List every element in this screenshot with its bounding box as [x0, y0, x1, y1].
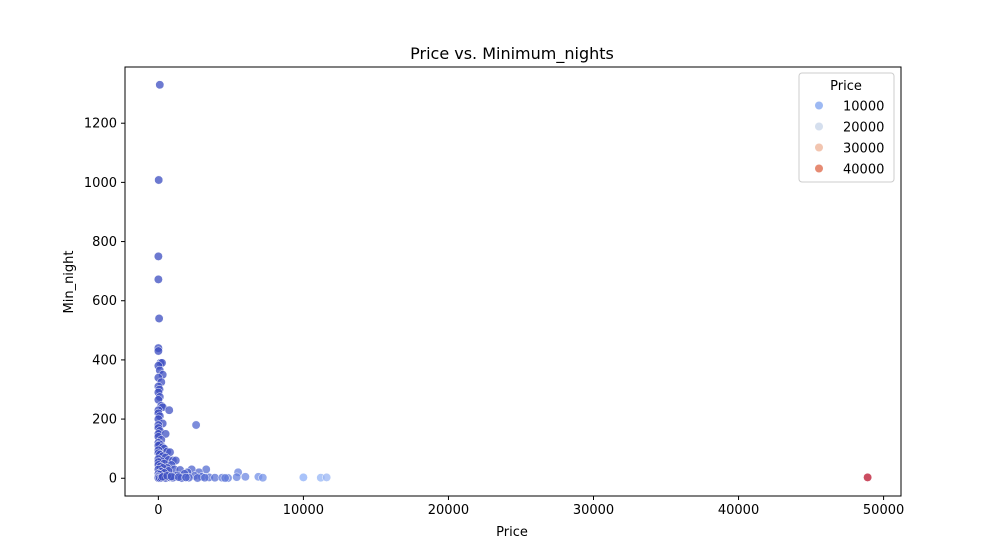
x-tick-label: 40000: [718, 503, 759, 518]
data-point: [863, 472, 873, 482]
data-point: [258, 473, 268, 483]
data-point: [154, 175, 164, 185]
y-tick-label: 0: [109, 472, 117, 487]
legend-marker: [815, 143, 823, 152]
y-tick-label: 1000: [84, 176, 117, 191]
data-point: [220, 473, 230, 483]
y-axis: 0 200 400 600 800 1000 1200: [84, 117, 125, 487]
data-points: [153, 80, 873, 483]
y-tick-label: 600: [92, 294, 117, 309]
data-point: [232, 472, 242, 482]
legend-box: [798, 72, 895, 183]
data-point: [322, 472, 332, 482]
legend-label: 10000: [843, 100, 884, 115]
x-tick-label: 20000: [428, 503, 469, 518]
data-point: [240, 472, 250, 482]
legend-marker: [815, 122, 823, 131]
x-axis: 0 10000 20000 30000 40000 50000: [154, 496, 904, 518]
legend-entries: 10000 20000 30000 40000: [815, 100, 884, 178]
legend-title: Price: [830, 79, 862, 94]
legend: Price 10000 20000 30000 40000: [798, 72, 895, 183]
y-axis-label: Min_night: [62, 250, 77, 313]
data-point: [200, 473, 210, 483]
x-tick-label: 50000: [863, 503, 904, 518]
legend-label: 40000: [843, 163, 884, 178]
legend-marker: [815, 164, 823, 173]
x-tick-label: 0: [154, 503, 162, 518]
chart-title: Price vs. Minimum_nights: [410, 44, 614, 64]
data-point: [191, 420, 201, 430]
y-tick-label: 200: [92, 413, 117, 428]
data-point: [153, 274, 163, 284]
x-tick-label: 30000: [573, 503, 614, 518]
legend-marker: [815, 101, 823, 110]
data-point: [153, 346, 163, 356]
x-axis-label: Price: [496, 525, 528, 540]
data-point: [153, 251, 163, 261]
legend-label: 20000: [843, 121, 884, 136]
data-point: [154, 314, 164, 323]
legend-label: 30000: [843, 142, 884, 157]
x-tick-label: 10000: [283, 503, 324, 518]
plot-area-frame: [124, 66, 902, 497]
data-point: [155, 80, 165, 90]
y-tick-label: 400: [92, 353, 117, 368]
y-tick-label: 800: [92, 235, 117, 250]
data-point: [164, 405, 174, 415]
data-point: [181, 472, 191, 482]
data-point: [298, 472, 308, 482]
y-tick-label: 1200: [84, 117, 117, 132]
